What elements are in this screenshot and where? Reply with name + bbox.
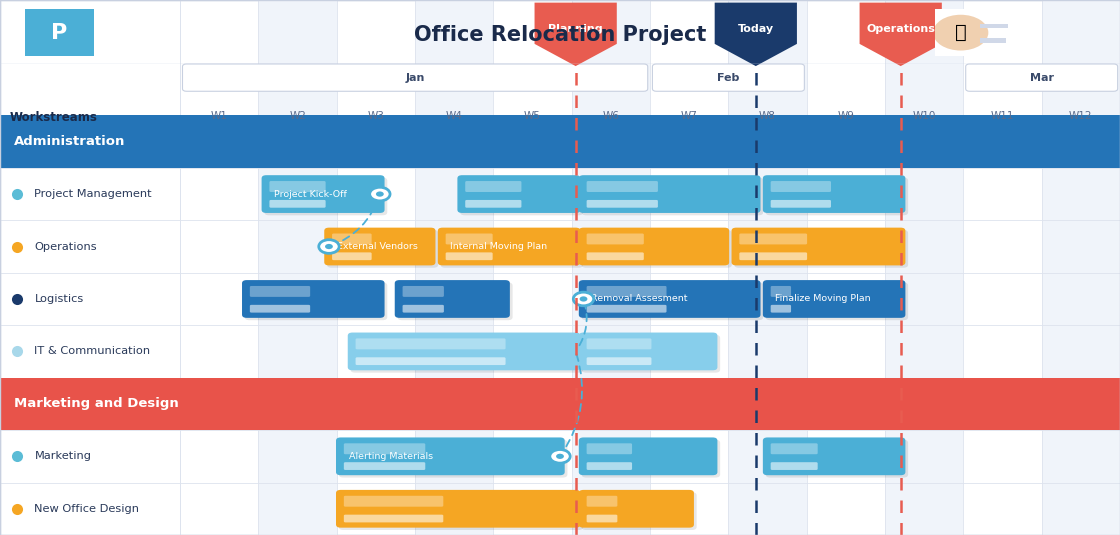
FancyBboxPatch shape: [587, 357, 652, 365]
FancyBboxPatch shape: [587, 181, 657, 192]
FancyBboxPatch shape: [579, 333, 718, 370]
FancyBboxPatch shape: [581, 492, 697, 530]
FancyBboxPatch shape: [587, 339, 652, 349]
FancyBboxPatch shape: [771, 181, 831, 192]
Text: Feb: Feb: [717, 73, 739, 82]
Text: Internal Moving Plan: Internal Moving Plan: [450, 242, 548, 251]
Bar: [571, 0, 650, 535]
FancyBboxPatch shape: [581, 282, 763, 320]
Bar: [980, 24, 1017, 28]
FancyBboxPatch shape: [587, 233, 644, 244]
Text: Planning: Planning: [549, 24, 603, 34]
FancyBboxPatch shape: [771, 462, 818, 470]
FancyBboxPatch shape: [581, 230, 731, 268]
Bar: [0, 116, 1120, 168]
FancyBboxPatch shape: [766, 178, 908, 215]
Circle shape: [325, 244, 333, 249]
Circle shape: [376, 192, 384, 197]
FancyBboxPatch shape: [587, 444, 632, 454]
FancyBboxPatch shape: [333, 233, 372, 244]
Circle shape: [370, 187, 390, 201]
FancyBboxPatch shape: [250, 305, 310, 312]
Text: Office Relocation Project: Office Relocation Project: [413, 25, 707, 45]
FancyBboxPatch shape: [440, 230, 584, 268]
FancyBboxPatch shape: [587, 305, 666, 312]
Text: W7: W7: [681, 111, 698, 121]
FancyBboxPatch shape: [735, 230, 908, 268]
FancyBboxPatch shape: [587, 515, 617, 522]
Polygon shape: [715, 3, 797, 66]
FancyBboxPatch shape: [355, 357, 505, 365]
FancyBboxPatch shape: [270, 200, 326, 208]
FancyBboxPatch shape: [250, 286, 310, 297]
Text: Workstreams: Workstreams: [9, 111, 97, 124]
Text: Finalize Moving Plan: Finalize Moving Plan: [775, 294, 871, 303]
FancyBboxPatch shape: [771, 444, 818, 454]
FancyBboxPatch shape: [731, 227, 905, 265]
FancyBboxPatch shape: [270, 181, 326, 192]
FancyBboxPatch shape: [460, 178, 584, 215]
FancyBboxPatch shape: [446, 253, 493, 260]
FancyBboxPatch shape: [402, 286, 444, 297]
FancyBboxPatch shape: [465, 181, 522, 192]
FancyBboxPatch shape: [336, 438, 564, 475]
Text: W11: W11: [991, 111, 1015, 121]
FancyBboxPatch shape: [183, 64, 647, 91]
FancyBboxPatch shape: [446, 233, 493, 244]
FancyBboxPatch shape: [587, 286, 666, 297]
FancyBboxPatch shape: [579, 280, 760, 318]
Text: Jan: Jan: [405, 73, 424, 82]
FancyBboxPatch shape: [739, 233, 808, 244]
Text: Operations: Operations: [35, 241, 97, 251]
Text: 👤: 👤: [955, 23, 967, 42]
FancyBboxPatch shape: [402, 305, 444, 312]
Text: Marketing and Design: Marketing and Design: [15, 398, 179, 410]
Text: Project Kick-Off: Project Kick-Off: [274, 189, 347, 198]
Text: Logistics: Logistics: [35, 294, 84, 304]
FancyBboxPatch shape: [394, 280, 510, 318]
Bar: [980, 38, 1006, 42]
Text: Project Management: Project Management: [35, 189, 152, 199]
FancyBboxPatch shape: [398, 282, 513, 320]
Text: New Office Design: New Office Design: [35, 504, 140, 514]
FancyBboxPatch shape: [336, 490, 580, 528]
FancyBboxPatch shape: [242, 280, 384, 318]
FancyBboxPatch shape: [581, 335, 720, 373]
FancyBboxPatch shape: [344, 462, 426, 470]
FancyBboxPatch shape: [763, 175, 905, 213]
Circle shape: [579, 296, 587, 302]
FancyBboxPatch shape: [579, 438, 718, 475]
Circle shape: [933, 15, 988, 50]
Bar: [885, 0, 963, 535]
FancyBboxPatch shape: [771, 200, 831, 208]
FancyBboxPatch shape: [587, 496, 617, 507]
FancyBboxPatch shape: [766, 440, 908, 478]
FancyBboxPatch shape: [465, 200, 522, 208]
Text: W6: W6: [603, 111, 619, 121]
Text: W5: W5: [524, 111, 541, 121]
Text: IT & Communication: IT & Communication: [35, 347, 150, 356]
FancyBboxPatch shape: [262, 175, 384, 213]
FancyBboxPatch shape: [344, 496, 444, 507]
Text: Alerting Materials: Alerting Materials: [348, 452, 432, 461]
Bar: [0, 378, 1120, 430]
Text: Administration: Administration: [15, 135, 125, 148]
FancyBboxPatch shape: [771, 286, 791, 297]
FancyBboxPatch shape: [245, 282, 388, 320]
FancyBboxPatch shape: [579, 227, 729, 265]
Text: W3: W3: [367, 111, 384, 121]
Text: W9: W9: [838, 111, 855, 121]
Text: External Vendors: External Vendors: [337, 242, 418, 251]
Bar: [259, 0, 337, 535]
Text: W4: W4: [446, 111, 463, 121]
FancyBboxPatch shape: [587, 200, 657, 208]
Text: Marketing: Marketing: [35, 452, 92, 461]
FancyBboxPatch shape: [739, 253, 808, 260]
FancyBboxPatch shape: [344, 444, 426, 454]
FancyBboxPatch shape: [327, 230, 438, 268]
Text: Mar: Mar: [1029, 73, 1054, 82]
Circle shape: [573, 292, 594, 306]
FancyBboxPatch shape: [438, 227, 580, 265]
FancyBboxPatch shape: [351, 335, 584, 373]
